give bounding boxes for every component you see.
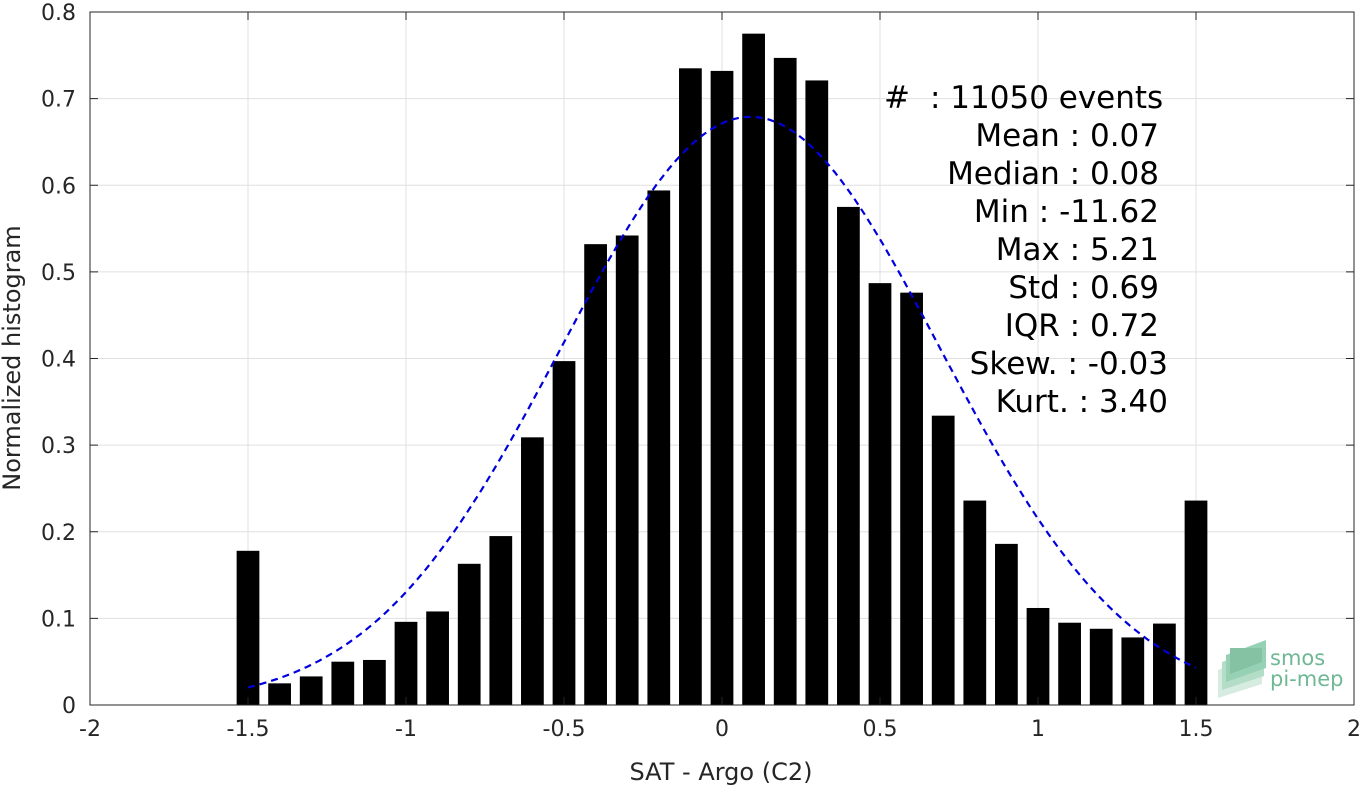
histogram-bar (584, 244, 607, 705)
histogram-bar (710, 70, 734, 705)
y-tick-label: 0.6 (41, 174, 76, 199)
histogram-bar (995, 543, 1018, 705)
x-tick-label: 0 (715, 717, 729, 742)
histogram-bar (363, 659, 386, 705)
logo-line1: smos (1270, 646, 1325, 670)
stat-line: Mean : 0.07 (975, 118, 1159, 154)
y-tick-label: 0.2 (41, 521, 76, 546)
x-tick-label: -1 (395, 717, 417, 742)
logo-line2: pi-mep (1270, 667, 1343, 691)
stat-value: : 11050 events (930, 80, 1163, 116)
x-tick-labels: -2 -1.5 -1 -0.5 0 0.5 1 1.5 2 (79, 717, 1361, 742)
histogram-bar (236, 550, 260, 705)
histogram-bar (1026, 607, 1050, 705)
histogram-bar (1121, 637, 1145, 705)
histogram-bar (868, 283, 892, 705)
y-tick-label: 0.1 (41, 607, 76, 632)
normal-fit-curve (247, 115, 1197, 689)
histogram-bar (837, 206, 860, 705)
histogram-bar (299, 676, 323, 705)
y-tick-label: 0.3 (41, 434, 76, 459)
stat-line: Min : -11.62 (974, 194, 1159, 230)
histogram-bar (679, 68, 702, 705)
histogram-bar (331, 661, 355, 705)
histogram-bar (773, 57, 797, 705)
x-tick-label: 1.5 (1179, 717, 1214, 742)
histogram-bar (1153, 623, 1176, 705)
stat-line: Median : 0.08 (947, 156, 1159, 192)
y-axis-label: Normalized histogram (0, 225, 26, 490)
stat-label: # (884, 80, 910, 116)
histogram-bar (489, 536, 513, 705)
histogram-bar (426, 611, 449, 705)
x-tick-label: -0.5 (543, 717, 586, 742)
histogram-bar (805, 80, 829, 706)
histogram-bar (394, 621, 418, 705)
histogram-bar (521, 437, 544, 705)
y-tick-label: 0.5 (41, 261, 76, 286)
histogram-bar (1058, 622, 1081, 705)
stat-line: IQR : 0.72 (1005, 308, 1159, 344)
histogram-bar (647, 190, 671, 705)
y-tick-labels: 0 0.1 0.2 0.3 0.4 0.5 0.6 0.7 0.8 (41, 1, 76, 719)
histogram-bar (742, 33, 765, 705)
stat-line: Kurt. : 3.40 (996, 384, 1168, 420)
histogram-bar (457, 563, 481, 705)
x-tick-label: 1 (1031, 717, 1045, 742)
stat-line: Std : 0.69 (1008, 270, 1159, 306)
histogram-bars (236, 33, 1208, 706)
x-tick-label: 0.5 (863, 717, 898, 742)
y-tick-label: 0.7 (41, 88, 76, 113)
x-tick-label: -1.5 (227, 717, 270, 742)
x-tick-label: 2 (1347, 717, 1361, 742)
stat-line: Max : 5.21 (996, 232, 1159, 268)
y-tick-label: 0.4 (41, 348, 76, 373)
x-axis-label: SAT - Argo (C2) (630, 758, 813, 786)
histogram-bar (1184, 500, 1208, 705)
histogram-bar (268, 683, 291, 705)
y-tick-label: 0 (62, 694, 76, 719)
x-tick-label: -2 (79, 717, 101, 742)
histogram-bar (615, 235, 639, 705)
histogram-bar (931, 415, 955, 705)
smos-pimep-logo: smos pi-mep (1218, 640, 1343, 698)
axes (89, 11, 1355, 706)
stat-line: Skew. : -0.03 (970, 346, 1168, 382)
y-tick-label: 0.8 (41, 1, 76, 26)
histogram-bar (900, 292, 923, 705)
smos-pimep-logo-icon (1218, 640, 1266, 698)
histogram-bar (552, 361, 576, 705)
histogram-bar (1089, 628, 1113, 705)
histogram-bar (963, 500, 987, 705)
